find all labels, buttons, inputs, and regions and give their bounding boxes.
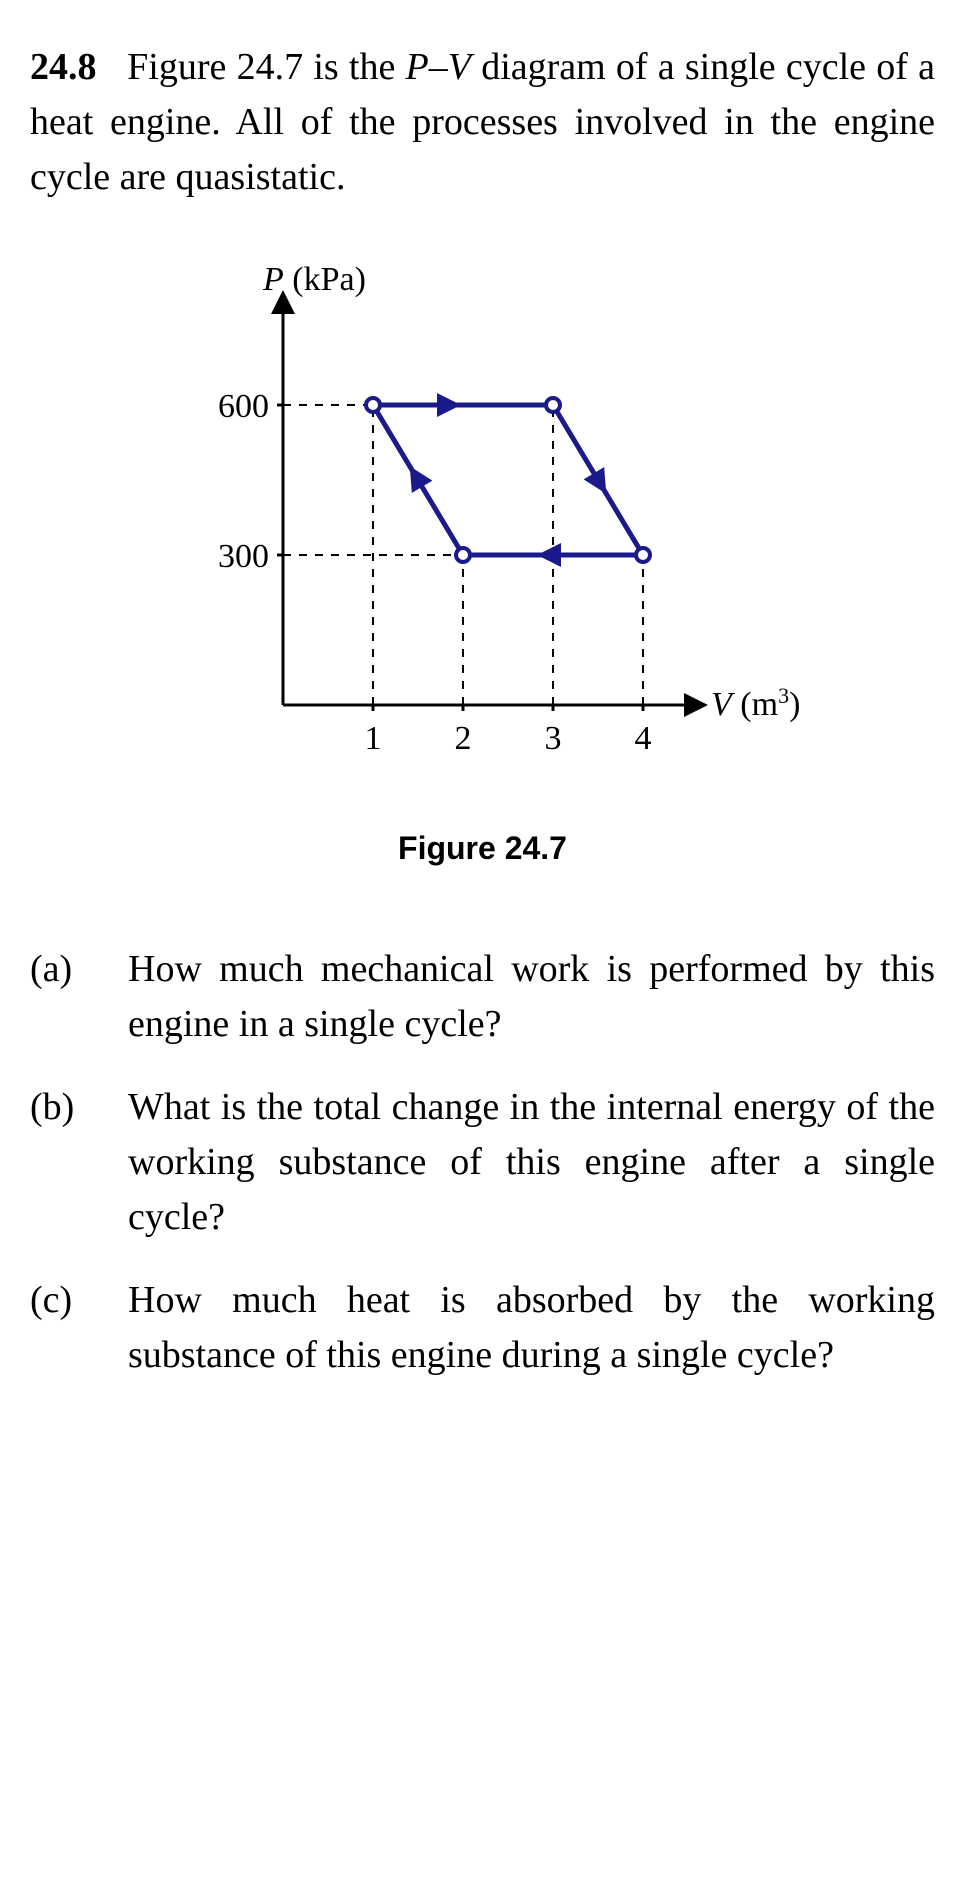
question-text: What is the total change in the inter­na… [128,1080,935,1245]
question-text: How much heat is absorbed by the working… [128,1273,935,1383]
question-label: (c) [30,1273,100,1383]
question-row: (a) How much mechanical work is per­forme… [30,942,935,1052]
svg-text:2: 2 [454,720,471,757]
svg-text:V (m3): V (m3) [711,683,800,723]
svg-text:600: 600 [218,388,269,425]
questions-list: (a) How much mechanical work is per­forme… [30,942,935,1384]
figure-caption: Figure 24.7 [398,825,567,871]
problem-number: 24.8 [30,46,97,88]
pv-text: P–V [406,46,471,88]
question-label: (b) [30,1080,100,1245]
question-label: (a) [30,942,100,1052]
svg-text:P (kPa): P (kPa) [262,265,366,298]
question-row: (b) What is the total change in the inter… [30,1080,935,1245]
svg-text:3: 3 [544,720,561,757]
figure-container: P (kPa) V (m3) 300 600 1 2 3 4 Figure 24.7 [30,265,935,871]
problem-intro: 24.8 Figure 24.7 is the P–V diagram of a… [30,40,935,205]
question-row: (c) How much heat is absorbed by the work… [30,1273,935,1383]
svg-text:4: 4 [634,720,651,757]
question-text: How much mechanical work is per­formed b… [128,942,935,1052]
svg-text:300: 300 [218,538,269,575]
pv-diagram: P (kPa) V (m3) 300 600 1 2 3 4 [143,265,823,785]
svg-text:1: 1 [364,720,381,757]
intro-text-1: Figure 24.7 is the [127,46,405,88]
